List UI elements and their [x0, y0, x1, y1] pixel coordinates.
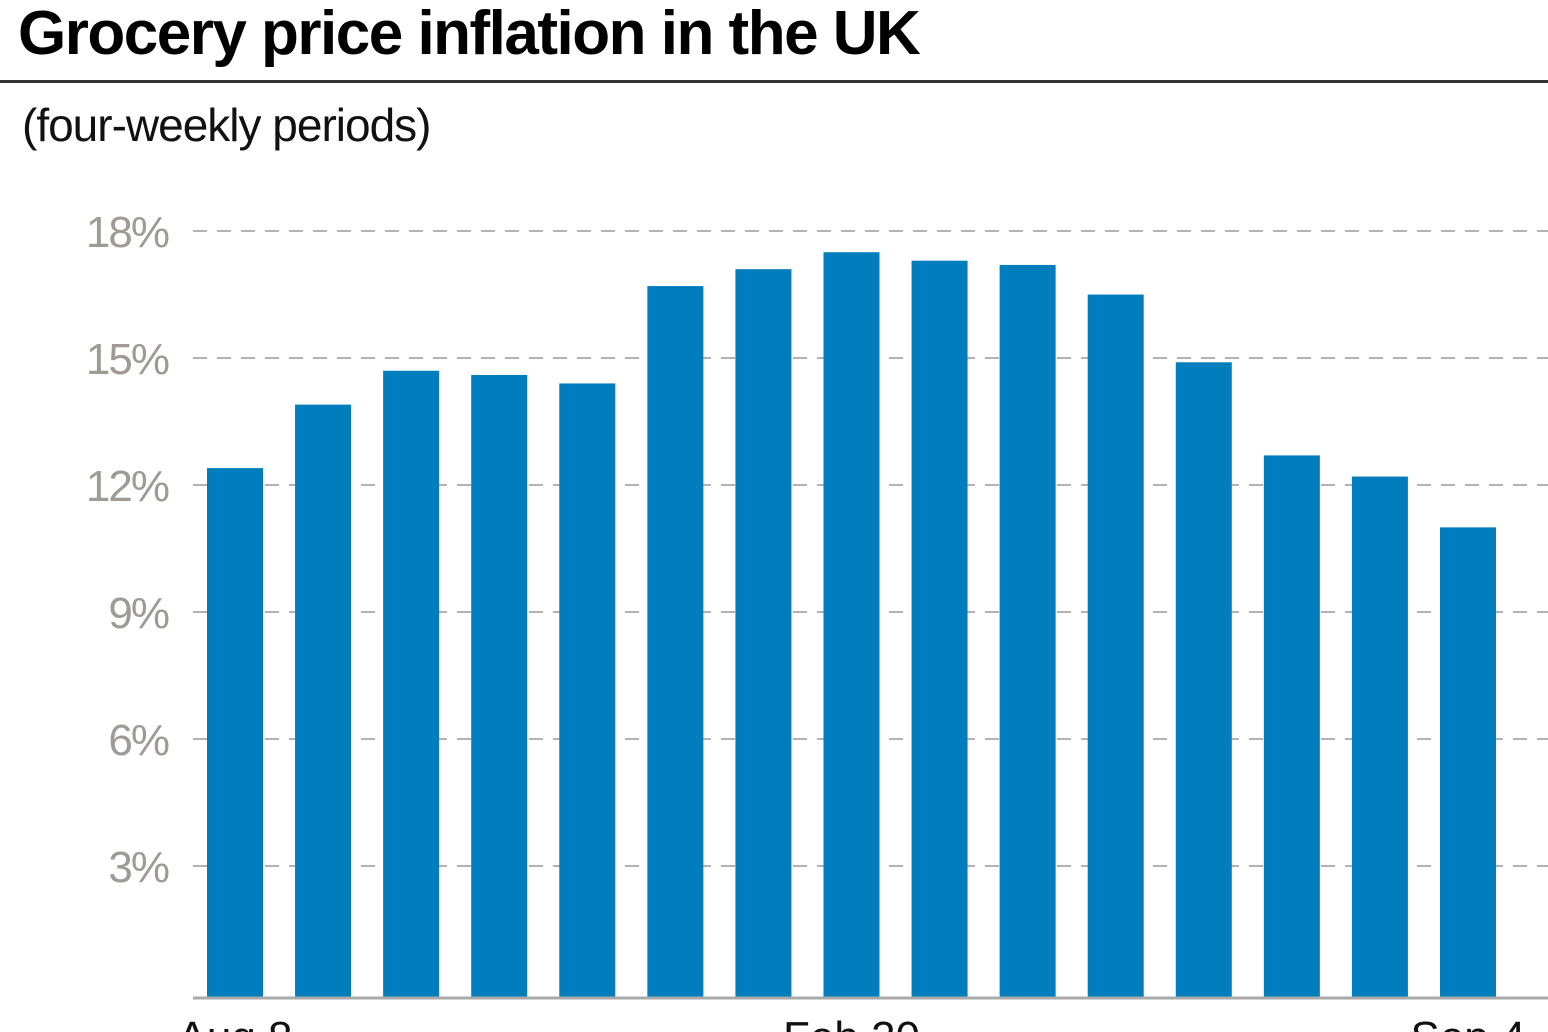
bar	[1263, 455, 1320, 997]
bar	[559, 383, 616, 997]
bar	[383, 370, 440, 997]
bar	[647, 286, 704, 997]
x-tick-label: Feb 20	[783, 1013, 920, 1032]
bar	[207, 468, 263, 997]
chart-subtitle: (four-weekly periods)	[22, 99, 431, 151]
bar	[1351, 476, 1408, 998]
bar	[295, 404, 352, 997]
bar	[911, 260, 968, 997]
title-divider	[0, 80, 1548, 83]
bar	[1439, 527, 1496, 997]
bar	[471, 374, 528, 997]
y-tick-label: 3%	[108, 843, 168, 892]
y-tick-label: 15%	[86, 335, 169, 384]
y-tick-label: 9%	[108, 589, 168, 638]
x-tick-label: Aug 8	[178, 1013, 293, 1032]
y-tick-label: 12%	[86, 462, 169, 511]
bar	[1087, 294, 1144, 997]
y-tick-label: 6%	[108, 716, 168, 765]
bar	[999, 264, 1056, 997]
chart-title: Grocery price inflation in the UK	[18, 0, 921, 68]
x-tick-label: Sep 4	[1410, 1013, 1525, 1032]
bar	[823, 252, 880, 998]
y-tick-label: 18%	[86, 208, 169, 257]
bar	[735, 269, 792, 998]
bar	[1175, 362, 1232, 998]
